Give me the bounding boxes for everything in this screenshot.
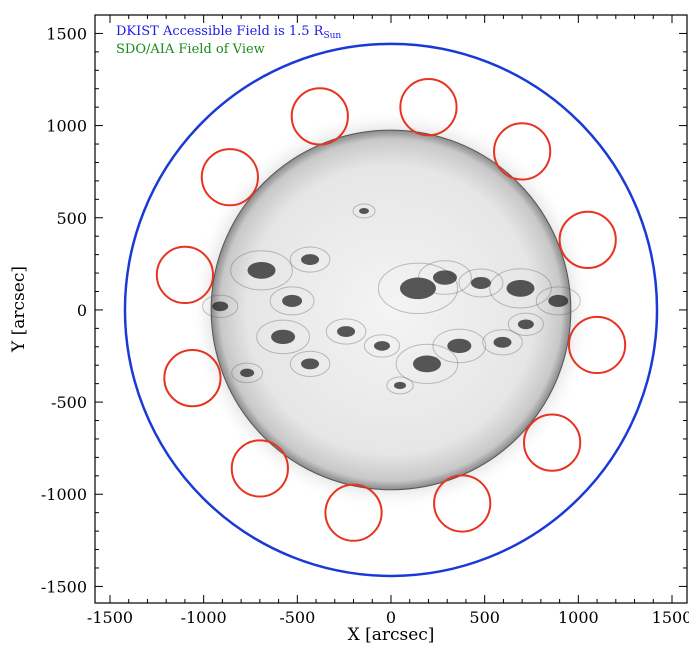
target-field-circle [523,413,582,472]
coronal-loop [458,268,504,298]
active-region-blob [412,355,441,373]
coronal-loop [418,260,472,295]
legend-entry-dkist-subscript: Sun [323,31,341,41]
x-axis-label: X [arcsec] [348,625,435,645]
target-field-circle [200,148,259,207]
target-field-circle [163,349,222,408]
active-region-blob [493,336,512,348]
legend-entry-dkist-text: DKIST Accessible Field is 1.5 R [116,24,325,39]
coronal-loop [363,334,401,358]
active-region-blob [247,261,276,279]
target-field-circle [155,245,215,305]
legend: DKIST Accessible Field is 1.5 RSun SDO/A… [116,24,341,57]
target-field-circle [230,439,289,498]
x-axis-ticks: -1500 -1000 -500 0 500 1000 1500 [87,15,689,627]
active-region-blob [447,338,472,354]
target-field-circle [399,78,458,137]
grayscale-inverted-sun-icon [210,129,572,491]
coronal-loop [482,329,523,356]
coronal-loop [269,286,315,316]
y-axis-label: Y [arcsec] [9,266,29,353]
coronal-loop [289,246,331,273]
y-tick-label: -1000 [41,485,87,504]
coronal-loop [489,268,552,309]
y-axis-ticks: -1500 -1000 -500 0 500 1000 1500 [41,24,687,596]
coronal-loop [386,376,414,395]
target-field-circle [433,474,492,533]
x-tick-label: 0 [386,608,396,627]
coronal-loop [395,343,459,384]
active-region-blob [337,326,356,337]
legend-entry-sdo-aia: SDO/AIA Field of View [116,42,265,57]
y-tick-label: -1500 [41,577,87,596]
y-tick-label: 500 [56,209,87,228]
y-tick-label: 1000 [46,117,87,136]
x-tick-label: 500 [469,608,500,627]
x-tick-label: 1000 [558,608,599,627]
coronal-loop [230,250,293,291]
x-tick-label: -1000 [181,608,227,627]
active-region-blob [399,277,436,300]
target-field-circle [558,210,617,269]
active-region-blob [374,341,391,351]
target-field-circle [290,87,349,146]
coronal-loop [289,350,331,377]
active-region-blob [301,254,320,265]
coronal-loop [507,312,544,337]
active-region-blob [393,381,406,390]
coronal-loop [202,294,239,319]
legend-entry-dkist: DKIST Accessible Field is 1.5 RSun [116,24,341,41]
solar-disk-image [202,129,581,491]
coronal-loop [432,328,487,364]
x-tick-label: 1500 [652,608,689,627]
y-tick-label: 1500 [46,24,87,43]
plot-area [123,42,659,578]
target-fields [155,78,627,542]
dkist-boundary-circle [123,42,659,578]
coronal-loop [325,318,367,345]
target-field-circle [493,122,552,181]
y-tick-label: -500 [51,393,87,412]
coronal-loop [377,262,459,315]
x-tick-label: -1500 [87,608,133,627]
active-region-blob [548,294,569,307]
coronal-loop [231,362,264,384]
coronal-loop [256,319,310,355]
active-region-blob [470,276,491,289]
active-region-blob [517,319,534,330]
coronal-loop [352,203,376,219]
active-region-blob [506,279,535,297]
target-field-circle [324,483,383,542]
y-tick-label: 0 [77,301,87,320]
active-region-blob [432,270,457,285]
x-tick-label: -500 [279,608,315,627]
active-region-blob [271,329,296,345]
active-region-blob [212,301,229,312]
active-region-blob [359,208,370,215]
active-region-blob [240,368,255,378]
coronal-loop [535,286,581,316]
active-region-blob [282,294,303,307]
target-field-circle [567,315,627,375]
legend-entry-sdo-aia-text: SDO/AIA Field of View [116,42,265,57]
active-region-blob [301,358,320,370]
